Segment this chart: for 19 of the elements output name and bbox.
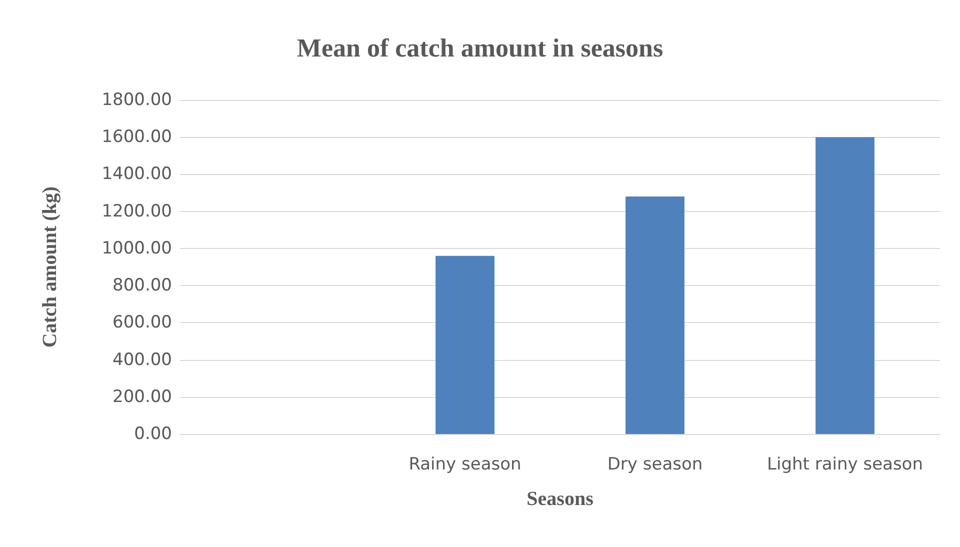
bar bbox=[436, 256, 494, 434]
x-tick-label: Rainy season bbox=[408, 454, 522, 474]
y-tick-label: 800.00 bbox=[112, 276, 172, 296]
y-tick-label: 0.00 bbox=[134, 424, 172, 444]
chart-title: Mean of catch amount in seasons bbox=[296, 34, 664, 62]
y-axis-title: Catch amount (kg) bbox=[39, 186, 61, 348]
bar bbox=[816, 137, 874, 434]
x-axis-title: Seasons bbox=[526, 488, 594, 510]
y-tick-label: 1800.00 bbox=[102, 90, 172, 110]
y-tick-label: 1000.00 bbox=[102, 238, 172, 258]
y-tick-label: 1200.00 bbox=[102, 201, 172, 222]
bar bbox=[626, 196, 684, 434]
y-tick-label: 600.00 bbox=[112, 312, 172, 333]
y-tick-label: 400.00 bbox=[112, 350, 172, 370]
x-tick-label: Dry season bbox=[607, 454, 703, 474]
y-tick-label: 1400.00 bbox=[102, 164, 172, 184]
y-tick-label: 200.00 bbox=[112, 386, 172, 407]
x-tick-label: Light rainy season bbox=[767, 454, 923, 474]
y-tick-label: 1600.00 bbox=[102, 127, 172, 148]
